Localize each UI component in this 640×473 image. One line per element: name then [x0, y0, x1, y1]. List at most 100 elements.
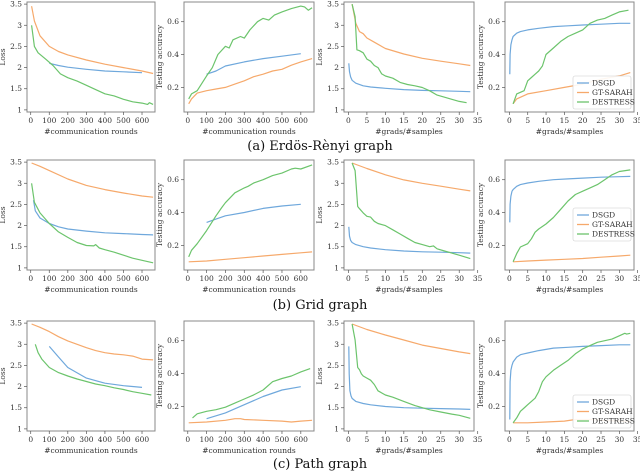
y-axis-label: Testing accuracy: [476, 182, 485, 247]
series-line-dsgd: [48, 346, 143, 388]
x-tick-label: 0: [507, 116, 512, 125]
chart-panel-0-3: 0 5 10 15 20 25 30 35 0.2 0.4 0.6 #grads/#samples Te…: [476, 1, 640, 136]
x-tick-label: 25: [436, 116, 446, 125]
x-tick-label: 25: [596, 435, 606, 444]
x-tick-label: 35: [633, 435, 640, 444]
series-line-gt-sarah: [188, 251, 313, 263]
y-tick-label: 0.2: [488, 83, 500, 92]
x-tick-label: 100: [42, 435, 57, 444]
legend-box: [572, 207, 632, 242]
y-tick-label: 1.5: [10, 403, 22, 412]
x-tick-label: 100: [199, 274, 214, 283]
x-tick-label: 20: [578, 435, 588, 444]
series-line-gt-sarah: [351, 3, 471, 67]
y-tick-label: 2: [334, 221, 339, 230]
y-tick-label: 0.2: [488, 402, 500, 411]
x-tick-label: 25: [596, 116, 606, 125]
legend-label-destress: DESTRESS: [592, 417, 635, 426]
x-tick-label: 0: [28, 274, 33, 283]
y-tick-label: 3.5: [327, 319, 339, 328]
y-axis-label: Loss: [0, 48, 7, 65]
series-line-destress: [512, 9, 629, 105]
x-axis-label: #grads/#samples: [375, 446, 443, 455]
series-line-dsgd: [206, 386, 301, 420]
series-line-dsgd: [348, 226, 471, 254]
y-tick-label: 2.5: [10, 361, 22, 370]
series-line-destress: [34, 344, 152, 396]
chart-panel-2-2: 0 5 10 15 20 25 30 35 1 1.5 2 2.5 3 3.5 #grads/#sample…: [315, 319, 483, 455]
legend-label-gt-sarah: GT-SARAH: [592, 407, 633, 416]
x-tick-label: 30: [615, 116, 625, 125]
x-tick-label: 500: [275, 116, 290, 125]
series-line-destress: [351, 162, 471, 260]
y-tick-label: 3: [334, 340, 339, 349]
legend-box: [572, 75, 632, 110]
x-tick-label: 600: [294, 274, 309, 283]
x-tick-label: 400: [256, 116, 271, 125]
x-tick-label: 30: [454, 435, 464, 444]
x-axis-label: #grads/#samples: [536, 127, 604, 136]
x-tick-label: 0: [185, 116, 190, 125]
series-line-dsgd: [509, 22, 631, 75]
x-tick-label: 0: [507, 435, 512, 444]
series-line-dsgd: [509, 175, 631, 223]
y-tick-label: 3.5: [10, 158, 22, 167]
y-tick-label: 0.2: [167, 402, 179, 411]
series-line-gt-sarah: [351, 323, 471, 355]
legend-label-dsgd: DSGD: [592, 211, 615, 220]
y-tick-label: 0.4: [167, 50, 179, 59]
x-tick-label: 20: [578, 116, 588, 125]
y-tick-label: 0.2: [488, 241, 500, 250]
x-tick-label: 15: [399, 116, 409, 125]
y-tick-label: 0.6: [167, 17, 179, 26]
x-tick-label: 10: [381, 274, 391, 283]
x-axis-label: #communication rounds: [44, 285, 138, 294]
x-axis-label: #communication rounds: [202, 285, 296, 294]
y-axis-label: Loss: [0, 367, 7, 384]
x-tick-label: 20: [578, 274, 588, 283]
y-axis-label: Loss: [315, 206, 324, 223]
chart-panel-2-3: 0 5 10 15 20 25 30 35 0.2 0.4 0.6 #grads/#samples Te…: [476, 320, 640, 455]
x-tick-label: 30: [615, 435, 625, 444]
x-tick-label: 500: [116, 435, 131, 444]
series-line-destress: [512, 169, 631, 263]
y-tick-label: 0.6: [167, 336, 179, 345]
series-line-destress: [188, 164, 313, 258]
x-tick-label: 200: [61, 116, 76, 125]
y-tick-label: 3.5: [10, 319, 22, 328]
x-tick-label: 10: [381, 435, 391, 444]
y-tick-label: 2: [334, 382, 339, 391]
y-axis-label: Loss: [315, 48, 324, 65]
x-tick-label: 200: [218, 116, 233, 125]
y-tick-label: 1: [17, 105, 22, 114]
x-tick-label: 400: [98, 116, 113, 125]
x-tick-label: 300: [79, 435, 94, 444]
series-line-dsgd: [206, 53, 301, 75]
x-tick-label: 500: [116, 274, 131, 283]
chart-panel-0-0: 0 100 200 300 400 500 600 1 1.5 2 2.5 3 3.5 #communic…: [0, 0, 156, 136]
y-tick-label: 1: [334, 424, 339, 433]
chart-panel-2-0: 0 100 200 300 400 500 600 1 1.5 2 2.5 3 3.5 #communic…: [0, 319, 156, 455]
x-axis-label: #grads/#samples: [536, 446, 604, 455]
x-tick-label: 300: [79, 274, 94, 283]
series-line-destress: [351, 3, 467, 104]
y-tick-label: 3.5: [327, 158, 339, 167]
y-tick-label: 1.5: [327, 84, 339, 93]
x-tick-label: 300: [237, 435, 252, 444]
axes-frame: [183, 320, 315, 432]
legend-label-gt-sarah: GT-SARAH: [592, 88, 633, 97]
axes-frame: [26, 159, 156, 271]
x-tick-label: 10: [541, 116, 551, 125]
x-tick-label: 0: [185, 274, 190, 283]
x-tick-label: 25: [436, 274, 446, 283]
y-tick-label: 0.4: [167, 208, 179, 217]
x-tick-label: 0: [346, 435, 351, 444]
x-tick-label: 25: [436, 435, 446, 444]
panels: 0 100 200 300 400 500 60011.522.533.5#communic…: [0, 0, 640, 455]
y-tick-label: 0.2: [167, 83, 179, 92]
y-tick-label: 1: [334, 263, 339, 272]
x-tick-label: 5: [525, 435, 530, 444]
series-line-dsgd: [509, 344, 631, 420]
x-tick-label: 5: [525, 116, 530, 125]
x-tick-label: 300: [237, 274, 252, 283]
